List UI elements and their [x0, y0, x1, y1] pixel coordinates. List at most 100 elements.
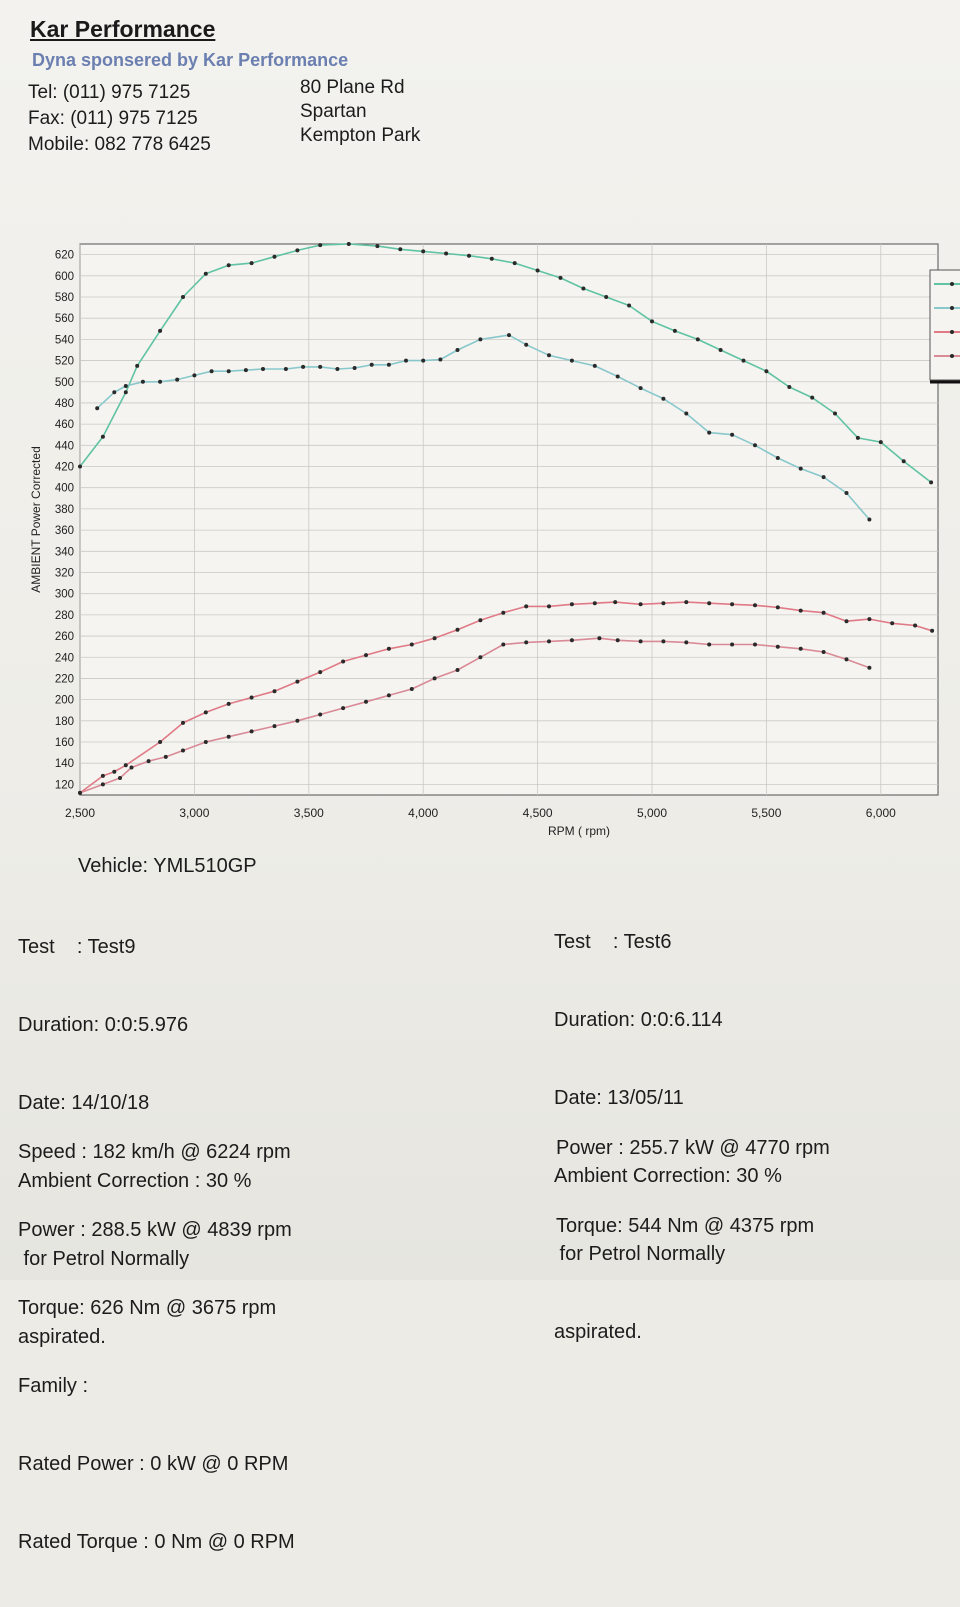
data-point: [592, 601, 597, 606]
data-point: [243, 368, 248, 373]
x-tick-label: 5,000: [637, 806, 667, 820]
data-point: [547, 604, 551, 609]
data-point: [192, 373, 197, 378]
data-point: [478, 337, 483, 342]
data-point: [753, 642, 757, 647]
data-point: [226, 701, 231, 706]
test-right-duration: Duration: 0:0:6.114: [554, 1009, 723, 1031]
data-point: [272, 254, 277, 259]
data-point: [318, 243, 323, 248]
data-point: [730, 432, 735, 437]
data-point: [867, 517, 872, 522]
data-point: [421, 249, 426, 254]
data-point: [203, 740, 208, 744]
stats-left-speed: Speed : 182 km/h @ 6224 rpm: [18, 1141, 291, 1163]
data-point: [409, 687, 414, 691]
legend-marker: [950, 354, 954, 358]
y-tick-label: 480: [55, 398, 74, 410]
test-right-date: Date: 13/05/11: [554, 1087, 684, 1109]
data-point: [741, 358, 746, 363]
x-tick-label: 2,500: [65, 806, 95, 820]
data-point: [684, 411, 689, 416]
x-tick-label: 3,500: [294, 806, 324, 820]
y-tick-label: 560: [55, 313, 74, 325]
data-point: [100, 773, 105, 778]
data-point: [335, 367, 340, 371]
data-point: [295, 679, 300, 684]
data-point: [455, 668, 460, 672]
data-point: [386, 362, 391, 367]
data-point: [261, 367, 265, 371]
test-right-aspirated: aspirated.: [554, 1321, 642, 1343]
data-point: [181, 748, 185, 753]
data-point: [129, 765, 134, 770]
y-tick-label: 260: [55, 631, 74, 643]
y-tick-label: 120: [55, 779, 74, 791]
data-point: [501, 610, 506, 615]
stats-left-block: Speed : 182 km/h @ 6224 rpm Power : 288.…: [18, 1087, 295, 1607]
y-tick-label: 400: [55, 483, 74, 495]
data-point: [421, 358, 426, 363]
data-point: [547, 353, 551, 358]
y-tick-label: 220: [55, 673, 74, 685]
data-point: [386, 693, 391, 698]
data-point: [249, 261, 254, 266]
data-point: [444, 251, 449, 256]
dyno-sheet: Kar Performance Dyna sponsered by Kar Pe…: [0, 0, 960, 1553]
data-point: [123, 390, 128, 395]
data-point: [341, 659, 346, 664]
legend-marker: [950, 306, 954, 310]
address-line-2: Spartan: [300, 101, 367, 122]
data-point: [352, 366, 357, 370]
data-point: [627, 303, 632, 308]
data-point: [661, 601, 666, 606]
data-point: [844, 657, 849, 662]
data-point: [318, 670, 323, 675]
y-tick-label: 420: [55, 462, 74, 474]
data-point: [181, 295, 185, 299]
vehicle-label: Vehicle: YML510GP: [78, 855, 257, 877]
data-point: [364, 699, 368, 704]
data-point: [775, 456, 780, 460]
data-point: [386, 646, 391, 651]
data-point: [581, 286, 586, 291]
data-point: [272, 724, 277, 729]
data-point: [569, 602, 574, 607]
stats-right-torque: Torque: 544 Nm @ 4375 rpm: [556, 1215, 815, 1237]
y-tick-label: 360: [55, 525, 74, 537]
legend-box: [929, 269, 960, 381]
data-point: [341, 706, 346, 711]
data-point: [535, 268, 540, 273]
stats-left-power: Power : 288.5 kW @ 4839 rpm: [18, 1219, 292, 1241]
data-point: [501, 642, 506, 647]
data-point: [798, 646, 803, 651]
data-point: [798, 466, 803, 471]
y-axis-label: AMBIENT Power Corrected: [29, 446, 43, 593]
data-point: [478, 655, 483, 660]
data-point: [695, 337, 700, 342]
x-tick-label: 4,500: [523, 806, 553, 820]
legend-marker: [950, 330, 954, 334]
data-point: [638, 639, 643, 644]
data-point: [913, 623, 918, 628]
y-tick-label: 600: [55, 271, 74, 283]
y-tick-label: 240: [55, 652, 74, 664]
data-point: [78, 464, 82, 469]
data-point: [613, 600, 618, 605]
y-tick-label: 300: [55, 589, 74, 601]
data-point: [226, 263, 231, 268]
legend-marker: [950, 282, 954, 286]
y-tick-label: 140: [55, 758, 74, 770]
y-tick-label: 520: [55, 356, 74, 368]
test-left-name: Test : Test9: [18, 936, 136, 958]
data-point: [707, 601, 712, 606]
data-point: [112, 390, 117, 395]
data-point: [798, 608, 803, 613]
data-point: [455, 627, 460, 632]
y-tick-label: 440: [55, 440, 74, 452]
data-point: [592, 363, 597, 368]
sponsor-line: Dyna sponsered by Kar Performance: [32, 50, 349, 70]
data-point: [524, 604, 529, 609]
data-point: [140, 379, 145, 384]
data-point: [597, 636, 602, 641]
